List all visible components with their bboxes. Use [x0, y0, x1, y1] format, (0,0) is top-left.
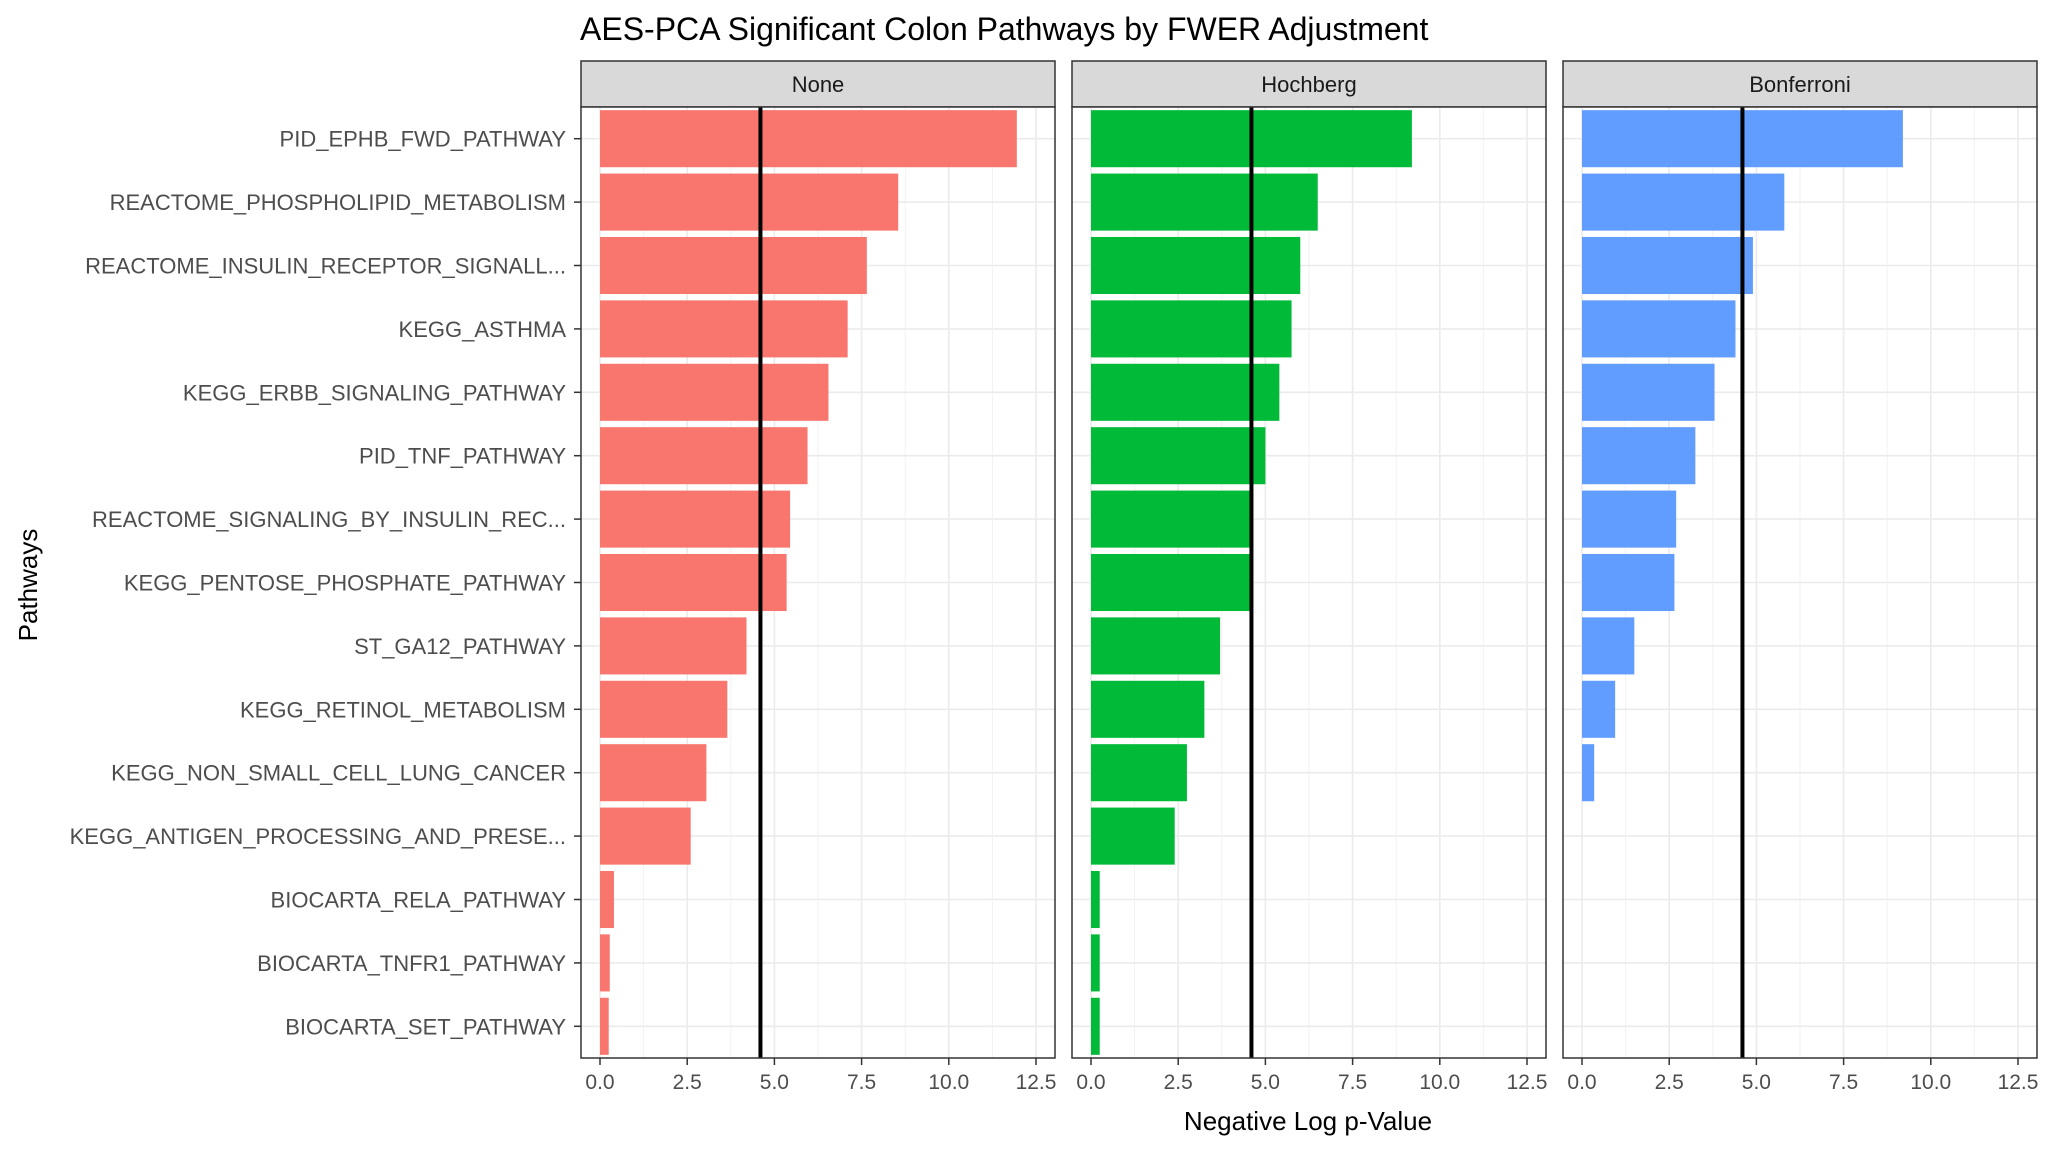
- x-tick-label: 10.0: [1910, 1071, 1951, 1094]
- bar: [1091, 427, 1266, 485]
- bar: [1582, 617, 1635, 675]
- bar: [1091, 490, 1252, 548]
- bar: [600, 744, 707, 802]
- x-tick-label: 12.5: [1507, 1071, 1548, 1094]
- bar: [1091, 744, 1187, 802]
- bar: [1091, 617, 1221, 675]
- x-tick-label: 7.5: [1338, 1071, 1367, 1094]
- bar: [1582, 236, 1753, 295]
- y-tick-label: KEGG_RETINOL_METABOLISM: [240, 697, 566, 722]
- bar: [600, 870, 614, 929]
- facet-strip-label: Hochberg: [1261, 72, 1356, 97]
- bar: [1091, 870, 1100, 929]
- x-tick-label: 7.5: [847, 1071, 876, 1094]
- y-tick-label: BIOCARTA_TNFR1_PATHWAY: [257, 951, 566, 976]
- facet-panel-hochberg: Hochberg 0.0 2.5 5.0 7.5 10.0 12.5: [1071, 60, 1548, 1094]
- x-tick-label: 5.0: [1251, 1071, 1280, 1094]
- y-tick-label: BIOCARTA_SET_PATHWAY: [285, 1014, 566, 1039]
- bar: [1582, 680, 1616, 738]
- y-tick-label: KEGG_ASTHMA: [399, 317, 567, 342]
- facet-strip: [580, 60, 1056, 108]
- bar: [600, 236, 867, 295]
- facet-strip-label: Bonferroni: [1749, 72, 1851, 97]
- x-tick-label: 7.5: [1829, 1071, 1858, 1094]
- x-tick-label: 2.5: [673, 1071, 702, 1094]
- x-tick-label: 5.0: [760, 1071, 789, 1094]
- bar: [600, 807, 691, 865]
- bar: [600, 173, 899, 231]
- x-tick-label: 2.5: [1164, 1071, 1193, 1094]
- chart-title: AES-PCA Significant Colon Pathways by FW…: [580, 11, 1428, 47]
- y-tick-label: REACTOME_INSULIN_RECEPTOR_SIGNALL...: [85, 254, 566, 279]
- bar: [1091, 680, 1205, 738]
- facet-panel-bonferroni: Bonferroni 0.0 2.5 5.0 7.5 10.0 12.5: [1562, 60, 2039, 1094]
- x-tick-label: 10.0: [1419, 1071, 1460, 1094]
- x-axis-title: Negative Log p-Value: [1184, 1106, 1432, 1136]
- bar: [1091, 300, 1292, 358]
- bar: [1582, 300, 1736, 358]
- bar: [600, 680, 728, 738]
- x-tick-label: 0.0: [585, 1071, 614, 1094]
- facet-strip: [1071, 60, 1547, 108]
- bar: [1091, 553, 1252, 612]
- x-tick-label: 0.0: [1076, 1071, 1105, 1094]
- y-tick-label: REACTOME_SIGNALING_BY_INSULIN_REC...: [92, 507, 566, 532]
- y-tick-label: ST_GA12_PATHWAY: [354, 634, 566, 659]
- facet-strip: [1562, 60, 2038, 108]
- bar: [600, 110, 1017, 168]
- y-axis-title: Pathways: [13, 529, 43, 642]
- x-tick-label: 5.0: [1742, 1071, 1771, 1094]
- y-tick-label: KEGG_NON_SMALL_CELL_LUNG_CANCER: [111, 761, 566, 786]
- bar: [600, 997, 609, 1055]
- y-tick-label: KEGG_PENTOSE_PHOSPHATE_PATHWAY: [124, 571, 566, 596]
- bar: [1091, 236, 1301, 295]
- bar: [1582, 173, 1785, 231]
- y-tick-labels: PID_EPHB_FWD_PATHWAY REACTOME_PHOSPHOLIPI…: [70, 127, 581, 1039]
- bar: [600, 490, 791, 548]
- bar: [1582, 427, 1696, 485]
- bar: [600, 553, 787, 612]
- bar: [1091, 997, 1100, 1055]
- bar: [600, 300, 848, 358]
- facet-strip-label: None: [792, 72, 845, 97]
- x-tick-label: 12.5: [1998, 1071, 2039, 1094]
- bar: [1091, 173, 1318, 231]
- bar: [1582, 490, 1677, 548]
- bar: [600, 427, 808, 485]
- facet-panel-none: None 0.0 2.5 5.0 7.5 10.0 12.5: [580, 60, 1057, 1094]
- panel-border: [1071, 106, 1547, 1059]
- bar: [1091, 807, 1175, 865]
- bar: [1091, 934, 1100, 992]
- facet-panels: None 0.0 2.5 5.0 7.5 10.0 12.5 Hochberg 0.0 2.5 5.…: [580, 60, 2039, 1094]
- x-tick-label: 10.0: [928, 1071, 969, 1094]
- y-tick-label: REACTOME_PHOSPHOLIPID_METABOLISM: [110, 190, 566, 215]
- x-tick-label: 2.5: [1655, 1071, 1684, 1094]
- y-tick-label: KEGG_ANTIGEN_PROCESSING_AND_PRESE...: [70, 824, 566, 849]
- x-tick-label: 0.0: [1567, 1071, 1596, 1094]
- x-tick-label: 12.5: [1016, 1071, 1057, 1094]
- bar: [600, 617, 747, 675]
- y-tick-label: PID_EPHB_FWD_PATHWAY: [280, 127, 567, 152]
- bar: [1582, 363, 1715, 421]
- bar: [600, 934, 610, 992]
- bar: [600, 363, 829, 421]
- bar: [1091, 363, 1280, 421]
- bar: [1582, 553, 1675, 612]
- y-tick-label: KEGG_ERBB_SIGNALING_PATHWAY: [183, 380, 566, 405]
- panel-border: [1562, 106, 2038, 1059]
- bar: [1582, 744, 1595, 802]
- y-tick-label: BIOCARTA_RELA_PATHWAY: [271, 888, 567, 913]
- y-tick-label: PID_TNF_PATHWAY: [359, 444, 566, 469]
